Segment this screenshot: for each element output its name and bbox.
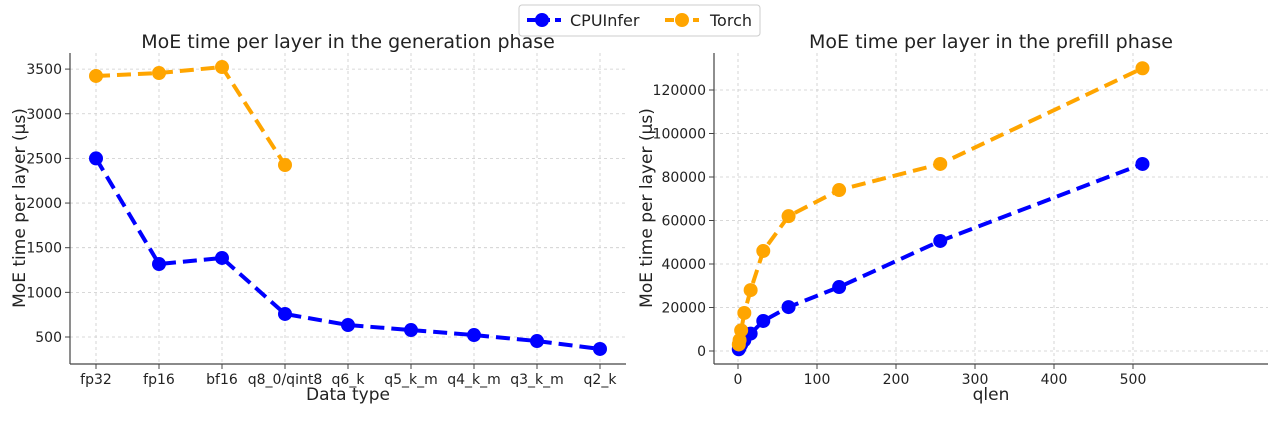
data-point-torch — [832, 183, 847, 198]
y-tick-label: 2500 — [26, 151, 62, 167]
data-point-cpuinfer — [341, 318, 355, 333]
legend-label-cpuinfer: CPUInfer — [570, 11, 640, 30]
data-point-torch — [737, 305, 752, 320]
chart-title: MoE time per layer in the prefill phase — [809, 31, 1173, 53]
x-tick-label: 400 — [1041, 372, 1068, 388]
legend: CPUInfer Torch — [518, 4, 761, 37]
x-tick-label: q3_k_m — [510, 372, 564, 388]
data-point-torch — [278, 158, 292, 173]
y-tick-label: 500 — [35, 330, 62, 346]
data-point-torch — [734, 323, 749, 338]
x-tick-label: q6_k — [332, 372, 366, 388]
series-line-cpuinfer — [737, 162, 1144, 351]
data-point-torch — [933, 156, 948, 171]
data-point-torch — [781, 209, 796, 224]
y-tick-label: 3000 — [26, 107, 62, 123]
x-tick-label: fp16 — [143, 372, 175, 388]
y-tick-label: 1000 — [26, 285, 62, 301]
data-point-torch — [215, 60, 229, 75]
data-point-cpuinfer — [215, 250, 229, 265]
data-point-torch — [152, 66, 166, 81]
data-point-cpuinfer — [832, 280, 847, 295]
x-tick-label: fp32 — [80, 372, 112, 388]
data-point-cpuinfer — [781, 300, 796, 315]
x-tick-label: q2_k — [584, 372, 618, 388]
y-tick-label: 0 — [697, 344, 706, 360]
x-tick-label: q8_0/qint8 — [248, 372, 322, 388]
y-tick-label: 1500 — [26, 241, 62, 257]
y-tick-label: 2000 — [26, 196, 62, 212]
x-tick-label: bf16 — [206, 372, 238, 388]
chart-generation-phase: MoE time per layer in the generation pha… — [10, 31, 626, 405]
data-point-cpuinfer — [467, 328, 481, 343]
data-point-torch — [743, 283, 758, 298]
y-tick-label: 20000 — [661, 301, 706, 317]
x-tick-label: q5_k_m — [384, 372, 438, 388]
x-tick-label: 100 — [804, 372, 831, 388]
x-axis-label: Data type — [306, 385, 390, 405]
data-point-cpuinfer — [756, 313, 771, 328]
data-point-cpuinfer — [933, 233, 948, 248]
legend-marker-cpuinfer — [535, 13, 549, 27]
chart-title: MoE time per layer in the generation pha… — [141, 31, 555, 53]
data-point-torch — [756, 243, 771, 258]
y-tick-label: 60000 — [661, 214, 706, 230]
data-point-torch — [1135, 61, 1150, 76]
legend-marker-torch — [675, 13, 689, 27]
x-tick-label: 0 — [734, 372, 743, 388]
chart-prefill-phase: MoE time per layer in the prefill phase … — [637, 31, 1268, 405]
y-tick-label: 80000 — [661, 170, 706, 186]
data-point-cpuinfer — [1135, 156, 1150, 171]
x-tick-label: 200 — [883, 372, 910, 388]
x-tick-label: 300 — [962, 372, 989, 388]
data-point-cpuinfer — [593, 341, 607, 356]
y-tick-label: 100000 — [653, 127, 706, 143]
data-point-cpuinfer — [152, 257, 166, 272]
y-tick-label: 3500 — [26, 62, 62, 78]
data-point-cpuinfer — [530, 334, 544, 349]
series-line-torch — [736, 66, 1144, 345]
data-point-cpuinfer — [404, 323, 418, 338]
y-axis-label: MoE time per layer (µs) — [637, 108, 657, 308]
x-tick-label: q4_k_m — [447, 372, 501, 388]
x-axis-label: qlen — [973, 385, 1010, 405]
y-tick-label: 40000 — [661, 257, 706, 273]
series-line-torch — [95, 64, 287, 167]
data-point-cpuinfer — [278, 306, 292, 321]
y-tick-label: 120000 — [653, 83, 706, 99]
data-point-cpuinfer — [89, 151, 103, 166]
x-tick-label: 500 — [1120, 372, 1147, 388]
data-point-torch — [89, 68, 103, 83]
legend-label-torch: Torch — [709, 11, 752, 30]
y-axis-label: MoE time per layer (µs) — [10, 108, 30, 308]
